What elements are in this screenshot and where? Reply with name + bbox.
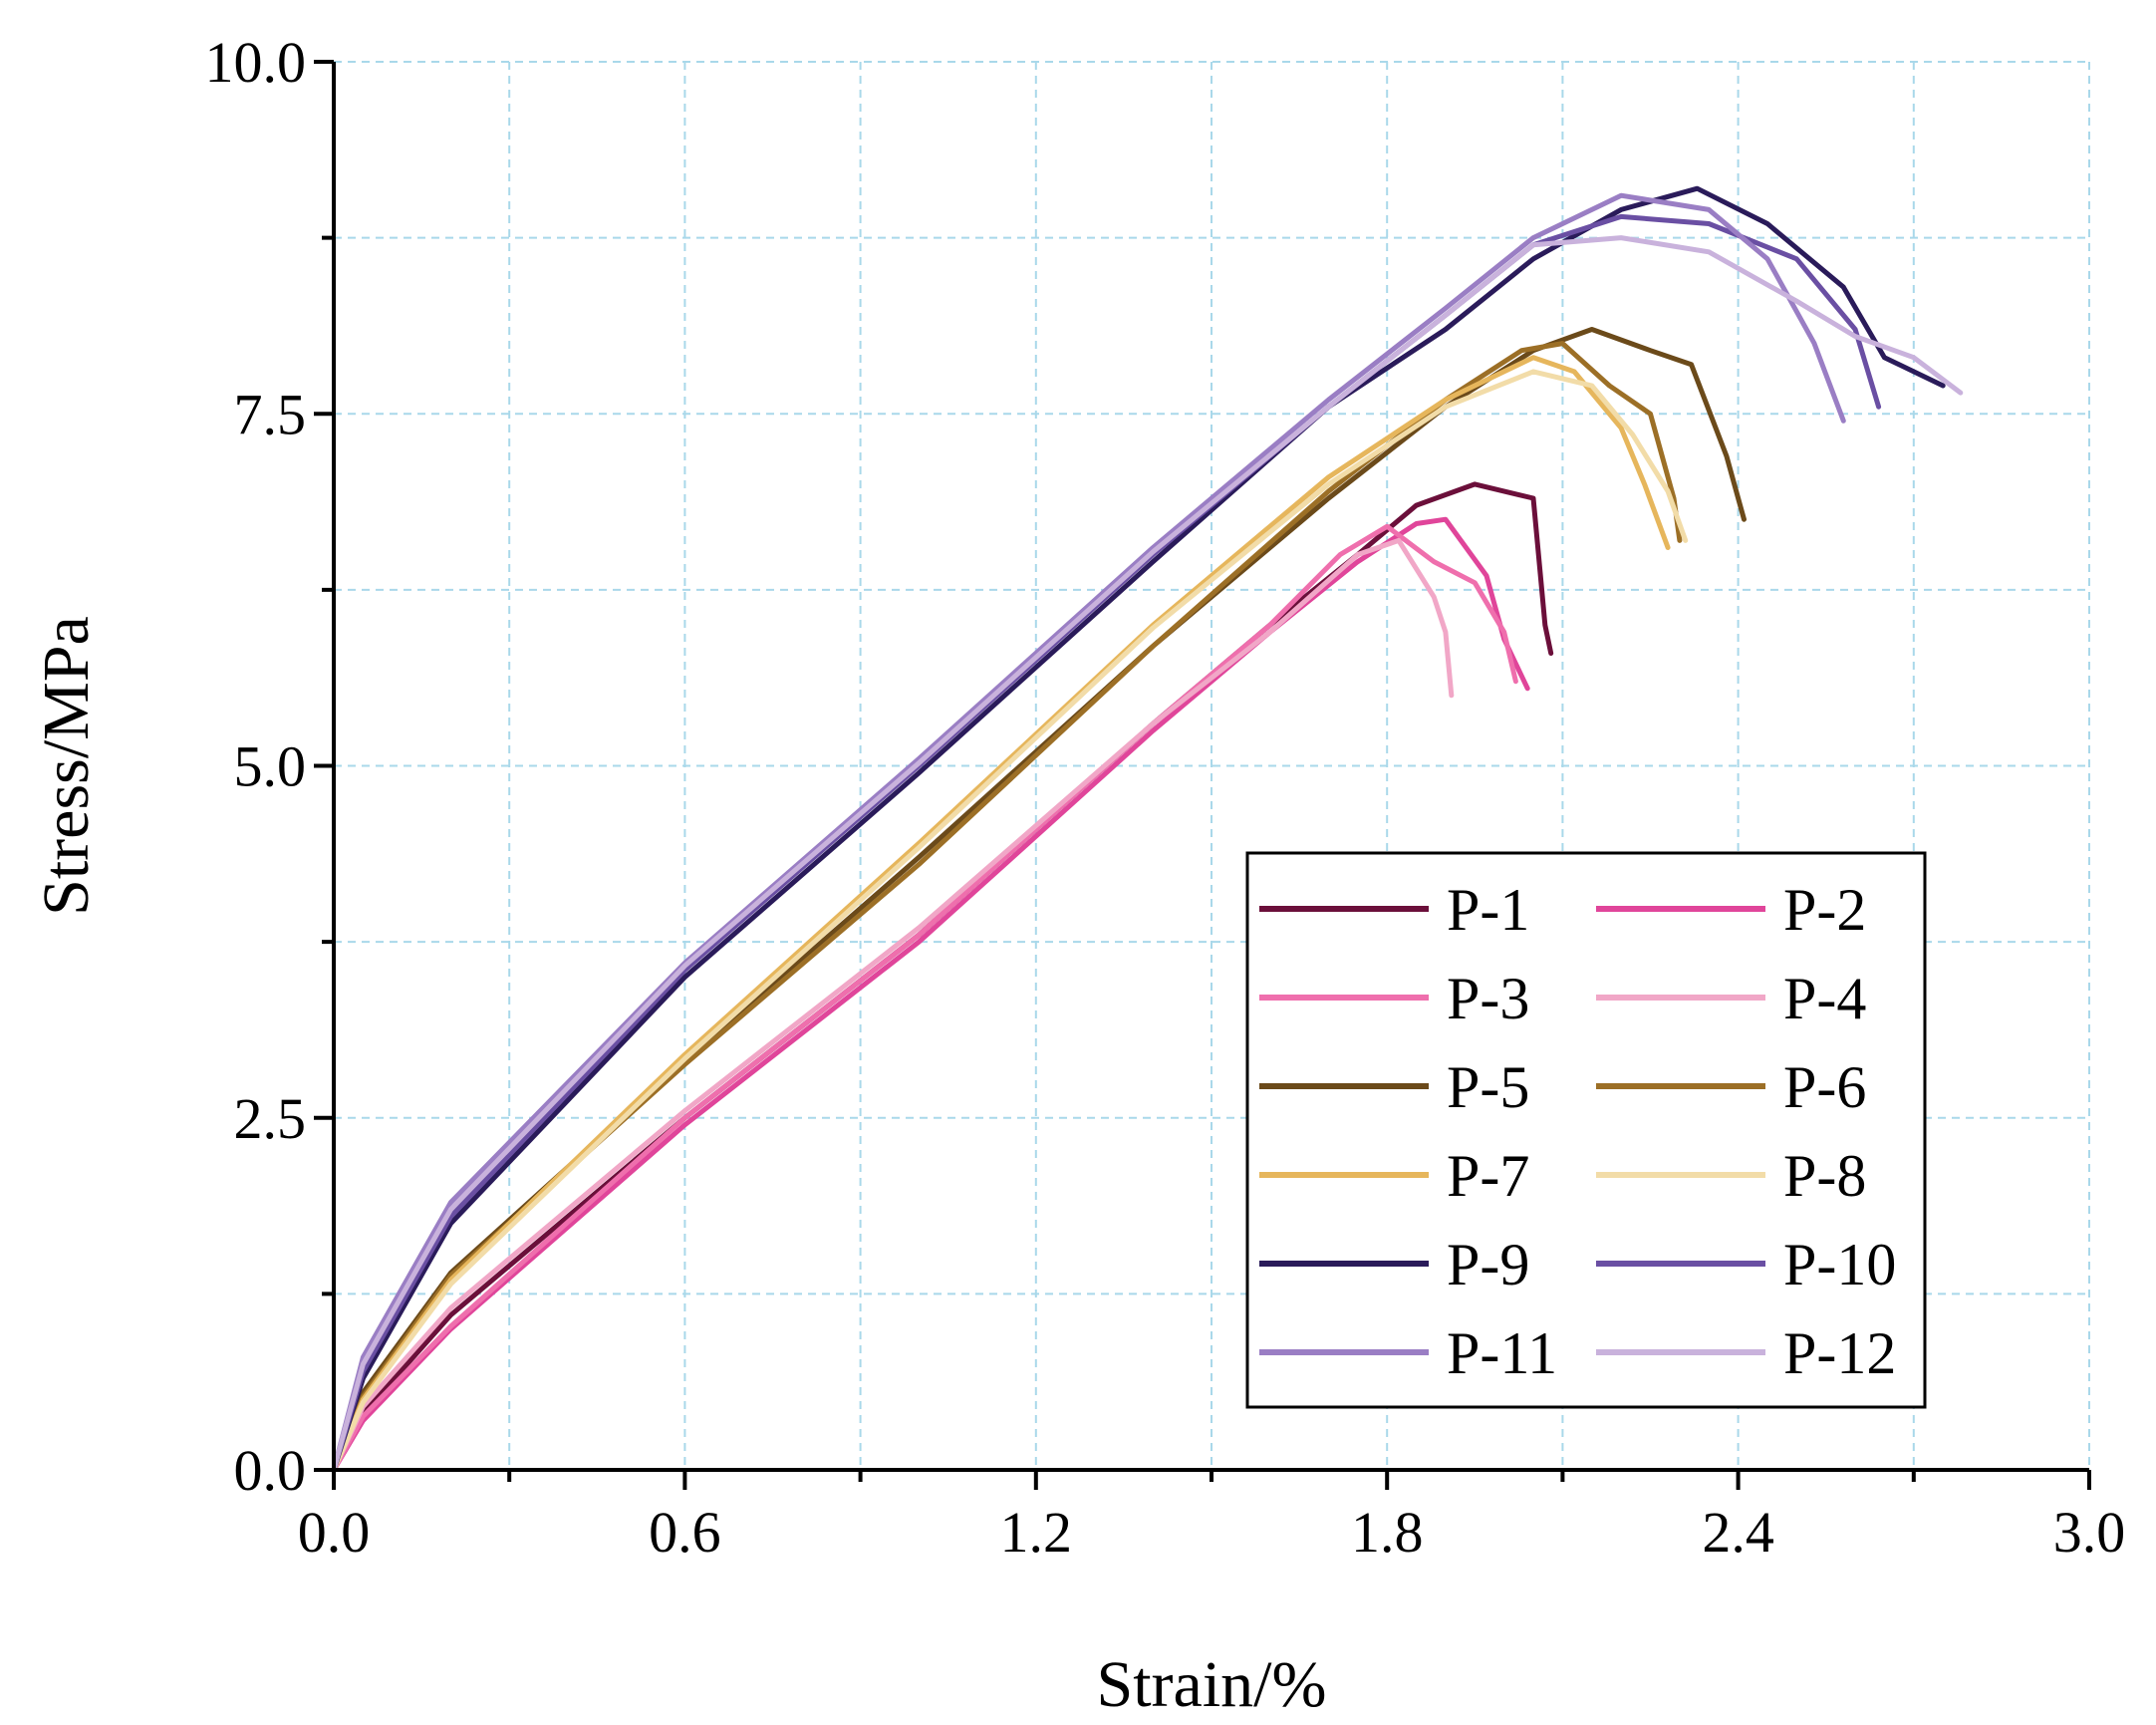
- legend-label: P-4: [1783, 966, 1866, 1031]
- series-line-p-7: [331, 355, 1671, 1473]
- series-line-p-4: [331, 537, 1455, 1473]
- legend: P-1 P-2 P-3 P-4 P-5 P-6 P-7 P-8 P-9 P-10 P-11 P-12: [1245, 851, 1927, 1409]
- legend-label: P-10: [1783, 1232, 1896, 1297]
- y-tick-label: 2.5: [234, 1086, 307, 1151]
- legend-label: P-11: [1447, 1320, 1557, 1386]
- legend-label: P-1: [1447, 877, 1529, 943]
- y-tick-label: 5.0: [234, 734, 307, 799]
- legend-label: P-3: [1447, 966, 1529, 1031]
- series-line-p-12: [331, 235, 1964, 1473]
- series-line-p-11: [331, 192, 1846, 1473]
- legend-label: P-12: [1783, 1320, 1896, 1386]
- series-line-p-3: [331, 523, 1518, 1473]
- legend-label: P-7: [1447, 1143, 1529, 1209]
- y-tick-label: 10.0: [205, 30, 307, 95]
- legend-label: P-6: [1783, 1054, 1866, 1120]
- x-tick-label: 1.8: [1351, 1500, 1424, 1565]
- tick-labels: 0.0 0.6 1.2 1.8 2.4 3.0 0.0 2.5 5.0 7.5 10.0: [205, 30, 2126, 1565]
- legend-label: P-5: [1447, 1054, 1529, 1120]
- legend-box: [1245, 851, 1927, 1409]
- legend-label: P-2: [1783, 877, 1866, 943]
- x-tick-label: 0.6: [649, 1500, 721, 1565]
- x-tick-label: 0.0: [298, 1500, 371, 1565]
- legend-label: P-9: [1447, 1232, 1529, 1297]
- x-tick-label: 3.0: [2053, 1500, 2126, 1565]
- x-tick-label: 1.2: [1000, 1500, 1073, 1565]
- y-tick-label: 0.0: [234, 1438, 307, 1503]
- y-tick-label: 7.5: [234, 382, 307, 446]
- series-line-p-9: [331, 185, 1946, 1473]
- series-line-p-8: [331, 369, 1689, 1473]
- x-tick-label: 2.4: [1702, 1500, 1774, 1565]
- legend-label: P-8: [1783, 1143, 1866, 1209]
- x-axis-title: Strain/%: [1097, 1648, 1327, 1721]
- data-series: [331, 185, 1964, 1473]
- y-axis-title: Stress/MPa: [30, 616, 103, 916]
